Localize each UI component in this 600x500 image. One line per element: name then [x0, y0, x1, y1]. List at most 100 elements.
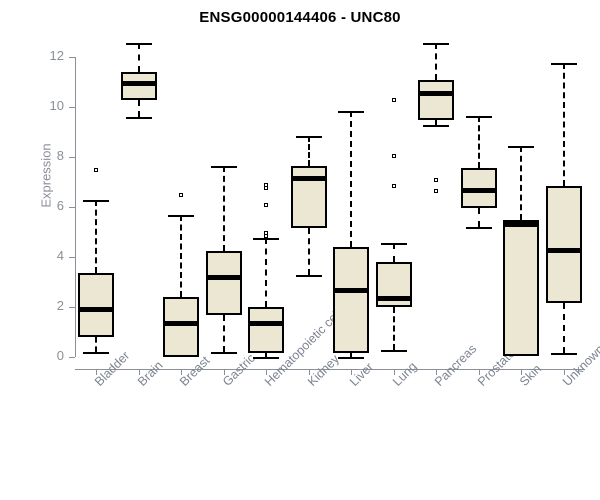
whisker-cap-upper — [550, 63, 577, 66]
x-axis-line — [75, 369, 585, 370]
median-line — [120, 80, 157, 86]
whisker-upper — [137, 43, 140, 72]
whisker-lower — [477, 208, 480, 227]
x-tick-label: Breast — [177, 353, 213, 389]
median-line — [163, 320, 200, 326]
whisker-upper — [477, 115, 480, 169]
whisker-cap-lower — [380, 349, 407, 352]
box-iqr — [120, 72, 157, 100]
x-tick-mark — [436, 369, 438, 375]
y-tick-label: 8 — [56, 148, 64, 163]
whisker-cap-upper — [295, 135, 322, 138]
y-axis-title: Expression — [38, 143, 54, 208]
whisker-cap-lower — [253, 357, 280, 359]
outlier-point — [391, 183, 396, 188]
outlier-point — [391, 97, 396, 102]
whisker-cap-upper — [338, 110, 365, 113]
whisker-cap-lower — [423, 124, 450, 127]
x-tick-mark — [521, 369, 523, 375]
y-tick-label: 10 — [49, 98, 64, 113]
outlier-point — [434, 188, 439, 193]
whisker-cap-upper — [465, 115, 492, 118]
y-tick-mark — [69, 107, 75, 108]
x-tick-mark — [393, 369, 395, 375]
outlier-point — [264, 186, 269, 191]
whisker-lower — [392, 307, 395, 350]
median-line — [460, 188, 497, 194]
outlier-point — [94, 167, 99, 172]
y-tick-label: 2 — [56, 298, 64, 313]
x-tick-mark — [96, 369, 98, 375]
x-tick-mark — [351, 369, 353, 375]
whisker-cap-lower — [338, 357, 365, 359]
whisker-upper — [307, 135, 310, 166]
x-tick-label: Pancreas — [432, 341, 480, 389]
whisker-cap-upper — [508, 145, 535, 148]
outlier-point — [264, 202, 269, 207]
whisker-upper — [392, 243, 395, 262]
x-tick-mark — [308, 369, 310, 375]
whisker-cap-upper — [83, 199, 110, 202]
whisker-upper — [265, 238, 268, 307]
x-tick-label: Kidney — [304, 351, 342, 389]
y-tick-mark — [69, 357, 75, 358]
whisker-lower — [265, 353, 268, 357]
y-axis-line — [75, 57, 76, 357]
whisker-lower — [95, 337, 98, 352]
box-iqr — [503, 219, 540, 356]
whisker-cap-lower — [125, 117, 152, 119]
x-tick-mark — [478, 369, 480, 375]
median-line — [333, 288, 370, 294]
whisker-lower — [222, 314, 225, 352]
whisker-cap-upper — [253, 238, 280, 241]
median-line — [545, 248, 582, 254]
whisker-lower — [562, 303, 565, 354]
x-tick-label: Skin — [517, 361, 545, 389]
outlier-point — [391, 153, 396, 158]
whisker-upper — [95, 199, 98, 274]
y-tick-label: 4 — [56, 248, 64, 263]
box-iqr — [205, 250, 242, 315]
whisker-lower — [350, 353, 353, 357]
box-iqr — [163, 297, 200, 357]
median-line — [205, 274, 242, 280]
whisker-upper — [350, 110, 353, 247]
x-tick-label: Lung — [389, 359, 420, 389]
y-tick-label: 0 — [56, 348, 64, 363]
box-iqr — [545, 185, 582, 304]
y-tick-mark — [69, 307, 75, 308]
x-tick-label: Liver — [347, 359, 377, 389]
median-line — [290, 175, 327, 181]
whisker-cap-lower — [210, 352, 237, 354]
x-tick-mark — [181, 369, 183, 375]
box-iqr — [78, 273, 115, 337]
median-line — [503, 222, 540, 227]
box-iqr — [418, 79, 455, 120]
x-tick-label: Brain — [134, 358, 166, 389]
y-tick-mark — [69, 157, 75, 158]
whisker-cap-lower — [465, 227, 492, 229]
page-title: ENSG00000144406 - UNC80 — [199, 9, 401, 26]
outlier-point — [264, 182, 269, 187]
y-tick-mark — [69, 207, 75, 208]
outlier-point — [434, 177, 439, 182]
x-tick-mark — [563, 369, 565, 375]
y-tick-label: 6 — [56, 198, 64, 213]
y-tick-mark — [69, 257, 75, 258]
whisker-cap-upper — [125, 43, 152, 46]
outlier-point — [179, 192, 184, 197]
median-line — [248, 320, 285, 326]
x-tick-mark — [138, 369, 140, 375]
median-line — [418, 90, 455, 96]
whisker-cap-upper — [380, 243, 407, 246]
y-tick-label: 12 — [49, 48, 64, 63]
whisker-cap-lower — [550, 353, 577, 356]
whisker-cap-upper — [423, 43, 450, 46]
whisker-upper — [180, 214, 183, 297]
whisker-lower — [435, 119, 438, 125]
whisker-upper — [562, 63, 565, 186]
whisker-cap-lower — [83, 352, 110, 354]
x-tick-mark — [223, 369, 225, 375]
x-tick-mark — [266, 369, 268, 375]
